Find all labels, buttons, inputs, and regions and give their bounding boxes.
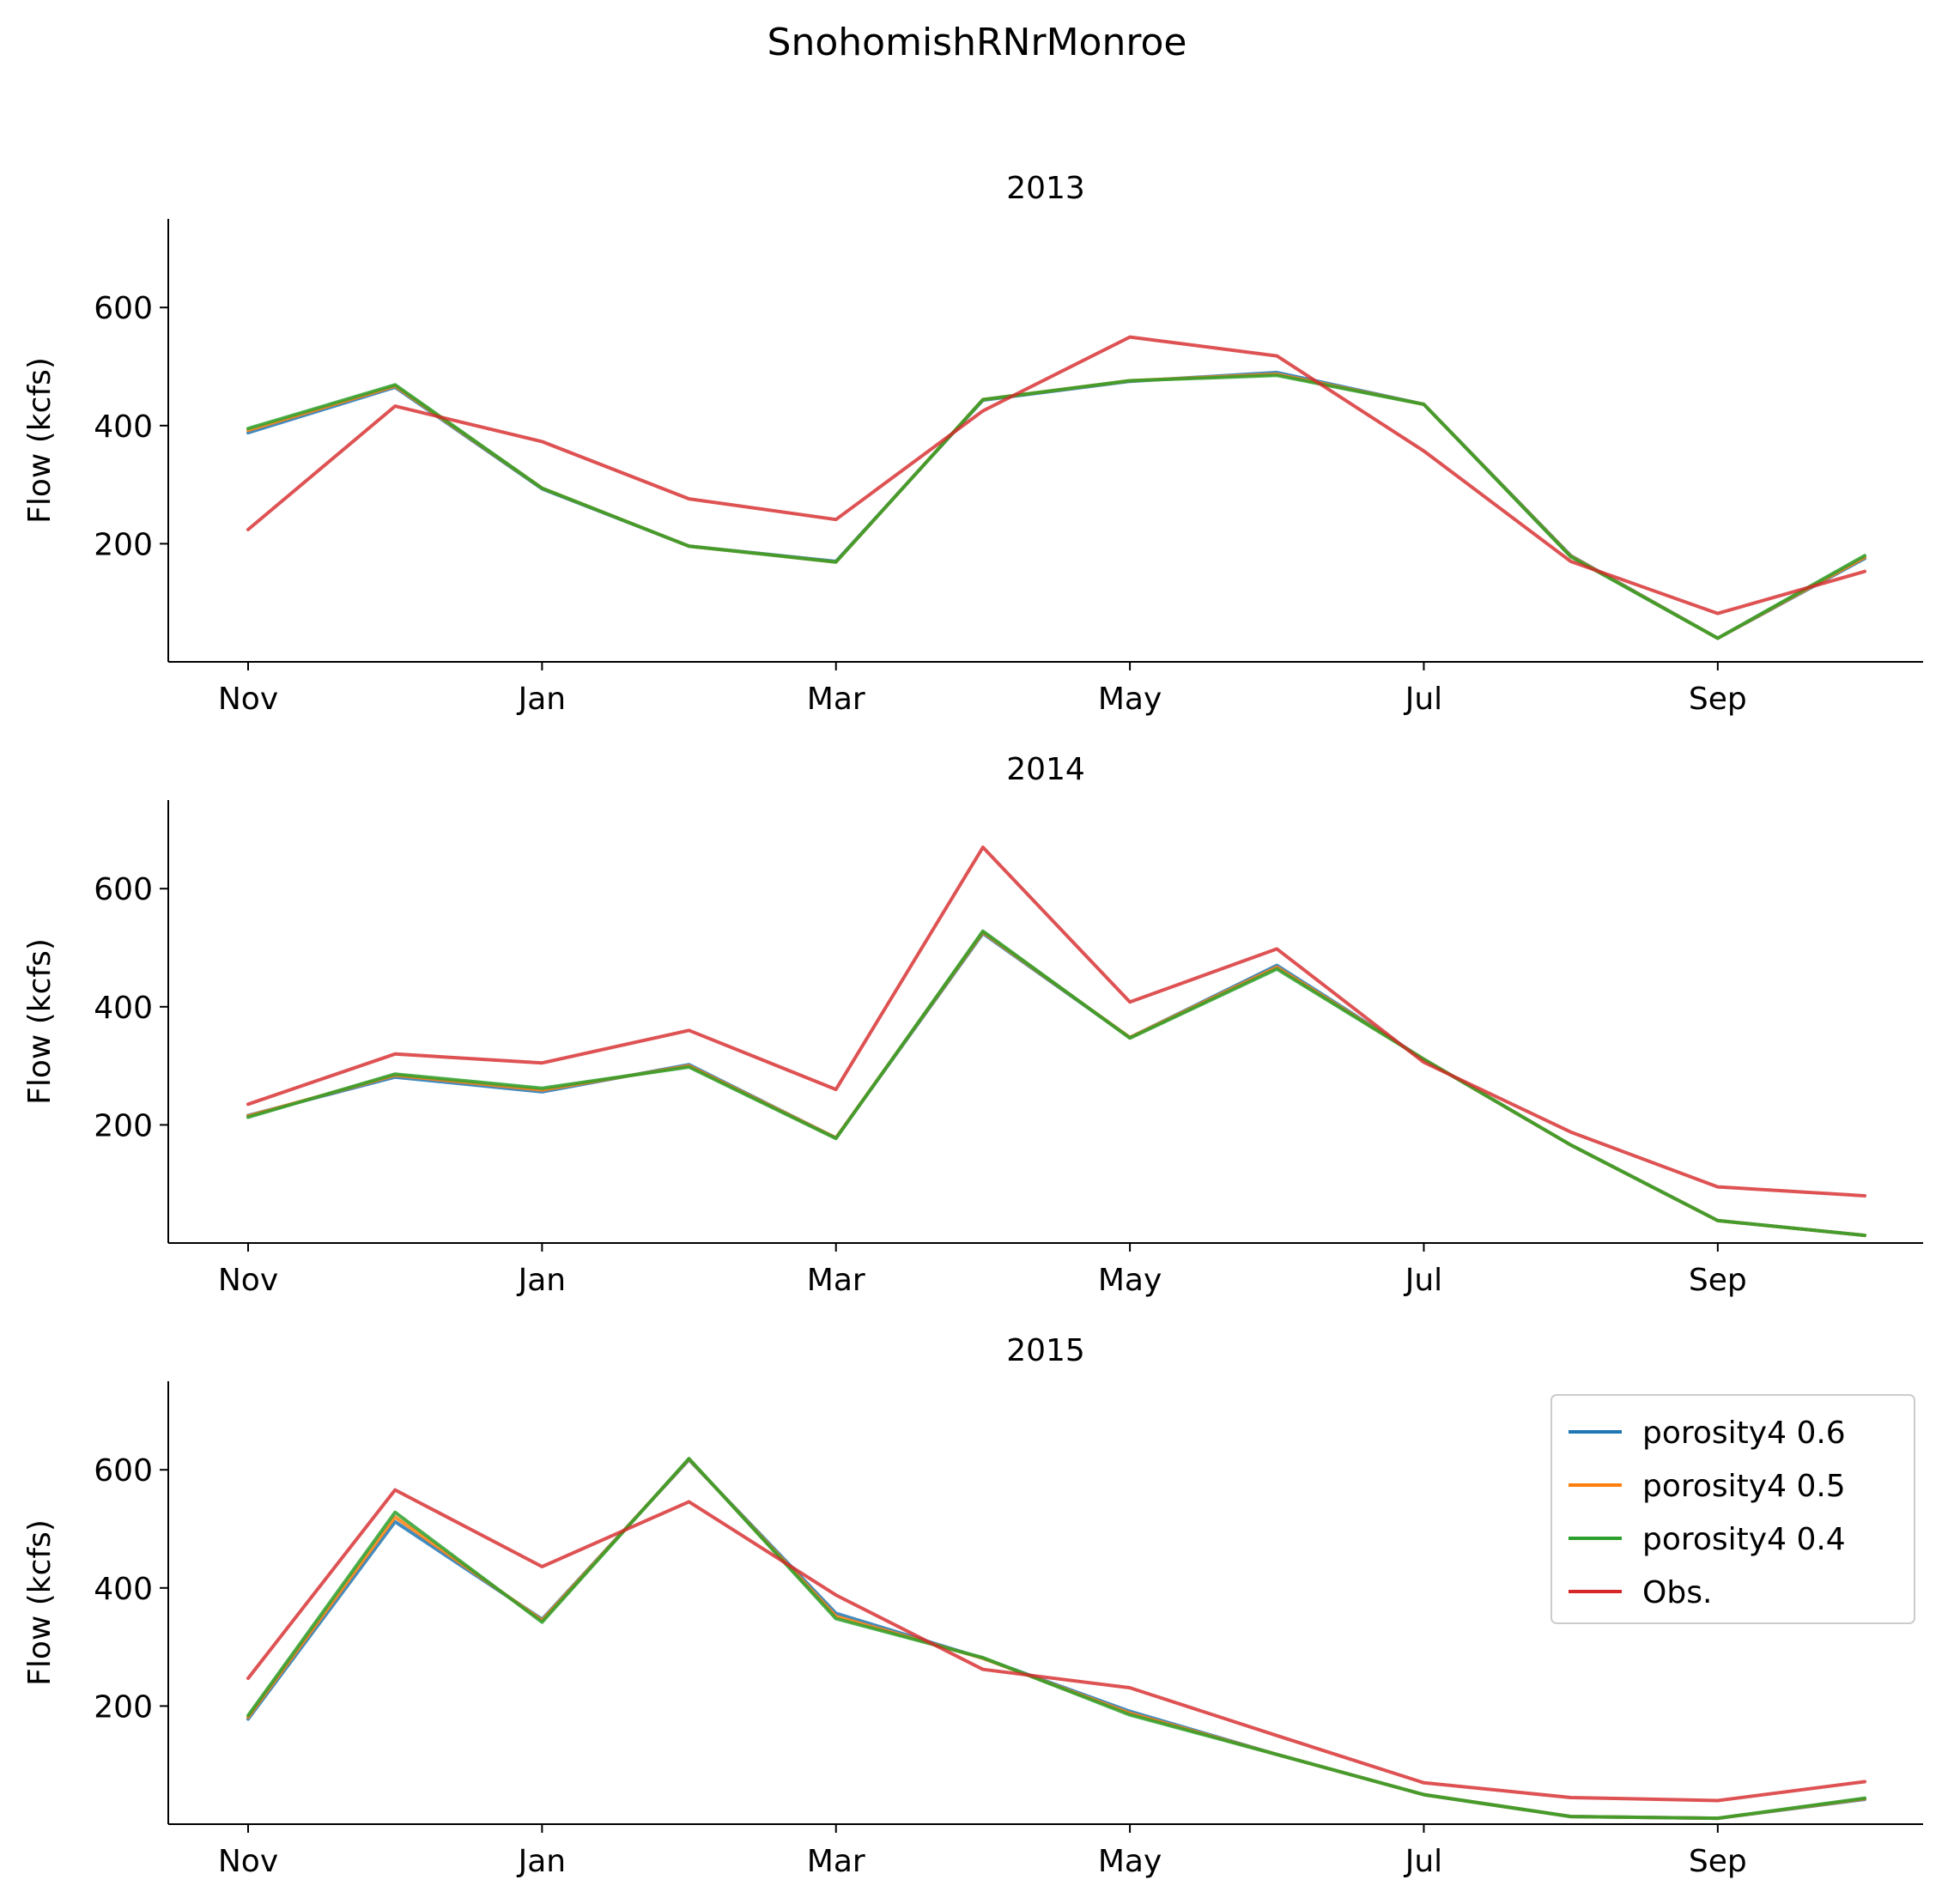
series-line-porosity4-0-5 (246, 372, 1866, 640)
x-tick-label: Sep (1689, 1263, 1747, 1298)
legend-entry: porosity4 0.6 (1569, 1416, 1846, 1451)
panel-2015: 2015 200 400 600 Nov Jan Mar May Jul Sep Flow (kcf… (22, 1333, 1923, 1879)
x-tick-label: Jul (1404, 1844, 1442, 1879)
x-tick-label: Jul (1404, 1263, 1442, 1298)
x-tick-label: Sep (1689, 1844, 1747, 1879)
legend-label: porosity4 0.6 (1642, 1416, 1846, 1451)
x-tick-label: Jan (517, 1263, 567, 1298)
x-tick-label: Mar (807, 1844, 865, 1879)
x-tick-label: Nov (218, 1263, 278, 1298)
x-tick-label: Nov (218, 682, 278, 717)
y-tick-label: 200 (94, 1108, 153, 1143)
series-line-porosity4-0-4 (246, 1457, 1866, 1821)
legend-entry: Obs. (1569, 1575, 1712, 1610)
y-tick-label: 600 (94, 872, 153, 907)
x-tick-label: May (1098, 1263, 1162, 1298)
legend-label: porosity4 0.5 (1642, 1469, 1846, 1504)
panels: 2013 200 400 600 Nov Jan Mar May Jul Sep Flow (kcf… (22, 171, 1923, 1879)
x-tick-label: May (1098, 1844, 1162, 1879)
figure-title: SnohomishRNrMonroe (768, 21, 1187, 64)
series-line-porosity4-0-4 (246, 373, 1866, 640)
y-axis-label: Flow (kcfs) (22, 938, 58, 1105)
panel-title: 2014 (1006, 752, 1085, 787)
series-line-obs- (246, 846, 1866, 1198)
series-line-obs- (246, 335, 1866, 615)
y-tick-label: 400 (94, 991, 153, 1026)
y-tick-label: 400 (94, 1572, 153, 1607)
legend-box (1550, 1394, 1915, 1624)
series-line-porosity4-0-6 (246, 370, 1866, 640)
x-tick-label: Jan (517, 682, 567, 717)
y-tick-label: 400 (94, 409, 153, 445)
y-axis-label: Flow (kcfs) (22, 1519, 58, 1686)
series-line-obs- (246, 1488, 1866, 1803)
x-tick-label: May (1098, 682, 1162, 717)
panel-title: 2013 (1006, 171, 1085, 206)
panel-2014: 2014 200 400 600 Nov Jan Mar May Jul Sep Flow (kcf… (22, 752, 1923, 1298)
panel-2013: 2013 200 400 600 Nov Jan Mar May Jul Sep Flow (kcf… (22, 171, 1923, 717)
x-tick-label: Mar (807, 1263, 865, 1298)
legend-label: Obs. (1642, 1575, 1712, 1610)
y-tick-label: 200 (94, 527, 153, 562)
legend: porosity4 0.6 porosity4 0.5 porosity4 0.4 O… (1550, 1394, 1915, 1624)
x-tick-label: Mar (807, 682, 865, 717)
y-tick-label: 200 (94, 1689, 153, 1725)
y-tick-label: 600 (94, 291, 153, 326)
legend-entry: porosity4 0.4 (1569, 1522, 1846, 1557)
legend-label: porosity4 0.4 (1642, 1522, 1846, 1557)
series-line-porosity4-0-4 (246, 929, 1866, 1238)
x-tick-label: Sep (1689, 682, 1747, 717)
y-tick-label: 600 (94, 1453, 153, 1489)
x-tick-label: Jan (517, 1844, 567, 1879)
panel-title: 2015 (1006, 1333, 1085, 1368)
x-tick-label: Nov (218, 1844, 278, 1879)
x-tick-label: Jul (1404, 682, 1442, 717)
y-axis-label: Flow (kcfs) (22, 357, 58, 524)
legend-entry: porosity4 0.5 (1569, 1469, 1846, 1504)
